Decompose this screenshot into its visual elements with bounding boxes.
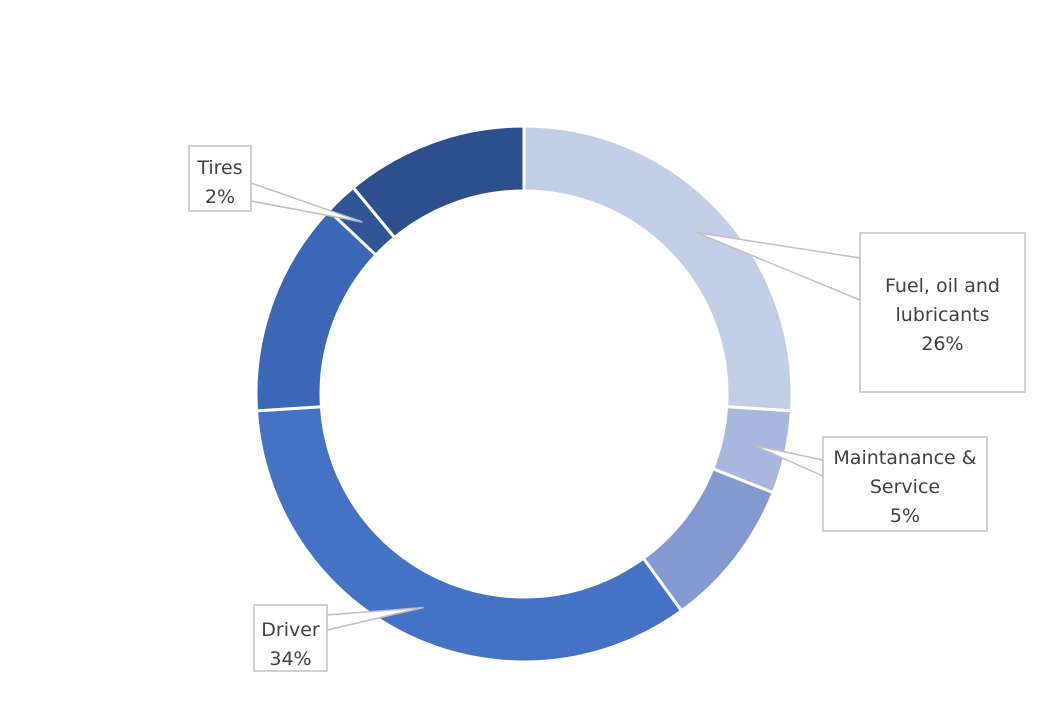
data-label: Fuel, oil and	[885, 275, 1000, 297]
slice-driver	[254, 405, 684, 664]
callout-box	[859, 232, 1026, 393]
data-label: Maintanance &	[833, 447, 976, 469]
callout-box	[822, 436, 988, 532]
data-label: Service	[870, 476, 940, 498]
callout-maintanance-service: Maintanance & Service 5%	[754, 436, 988, 532]
data-label: 26%	[921, 333, 963, 355]
callout-fuel-oil-and-lubricants: Fuel, oil and lubricants 26%	[695, 231, 1026, 393]
callout-box	[253, 604, 328, 672]
data-label: 2%	[205, 186, 235, 208]
data-label: Driver	[261, 619, 320, 641]
slice-unlabeled-4	[254, 208, 379, 413]
callout-driver: Driver 34%	[253, 604, 424, 672]
callout-box	[188, 145, 252, 212]
callout-tires: Tires 2%	[188, 145, 363, 223]
data-label: 34%	[269, 648, 311, 670]
slice-unlabeled-6	[351, 124, 526, 240]
slice-fuel-oil-and-lubricants	[522, 124, 794, 413]
data-label: lubricants	[896, 304, 990, 326]
data-label: Tires	[196, 157, 242, 179]
data-label: 5%	[890, 505, 920, 527]
